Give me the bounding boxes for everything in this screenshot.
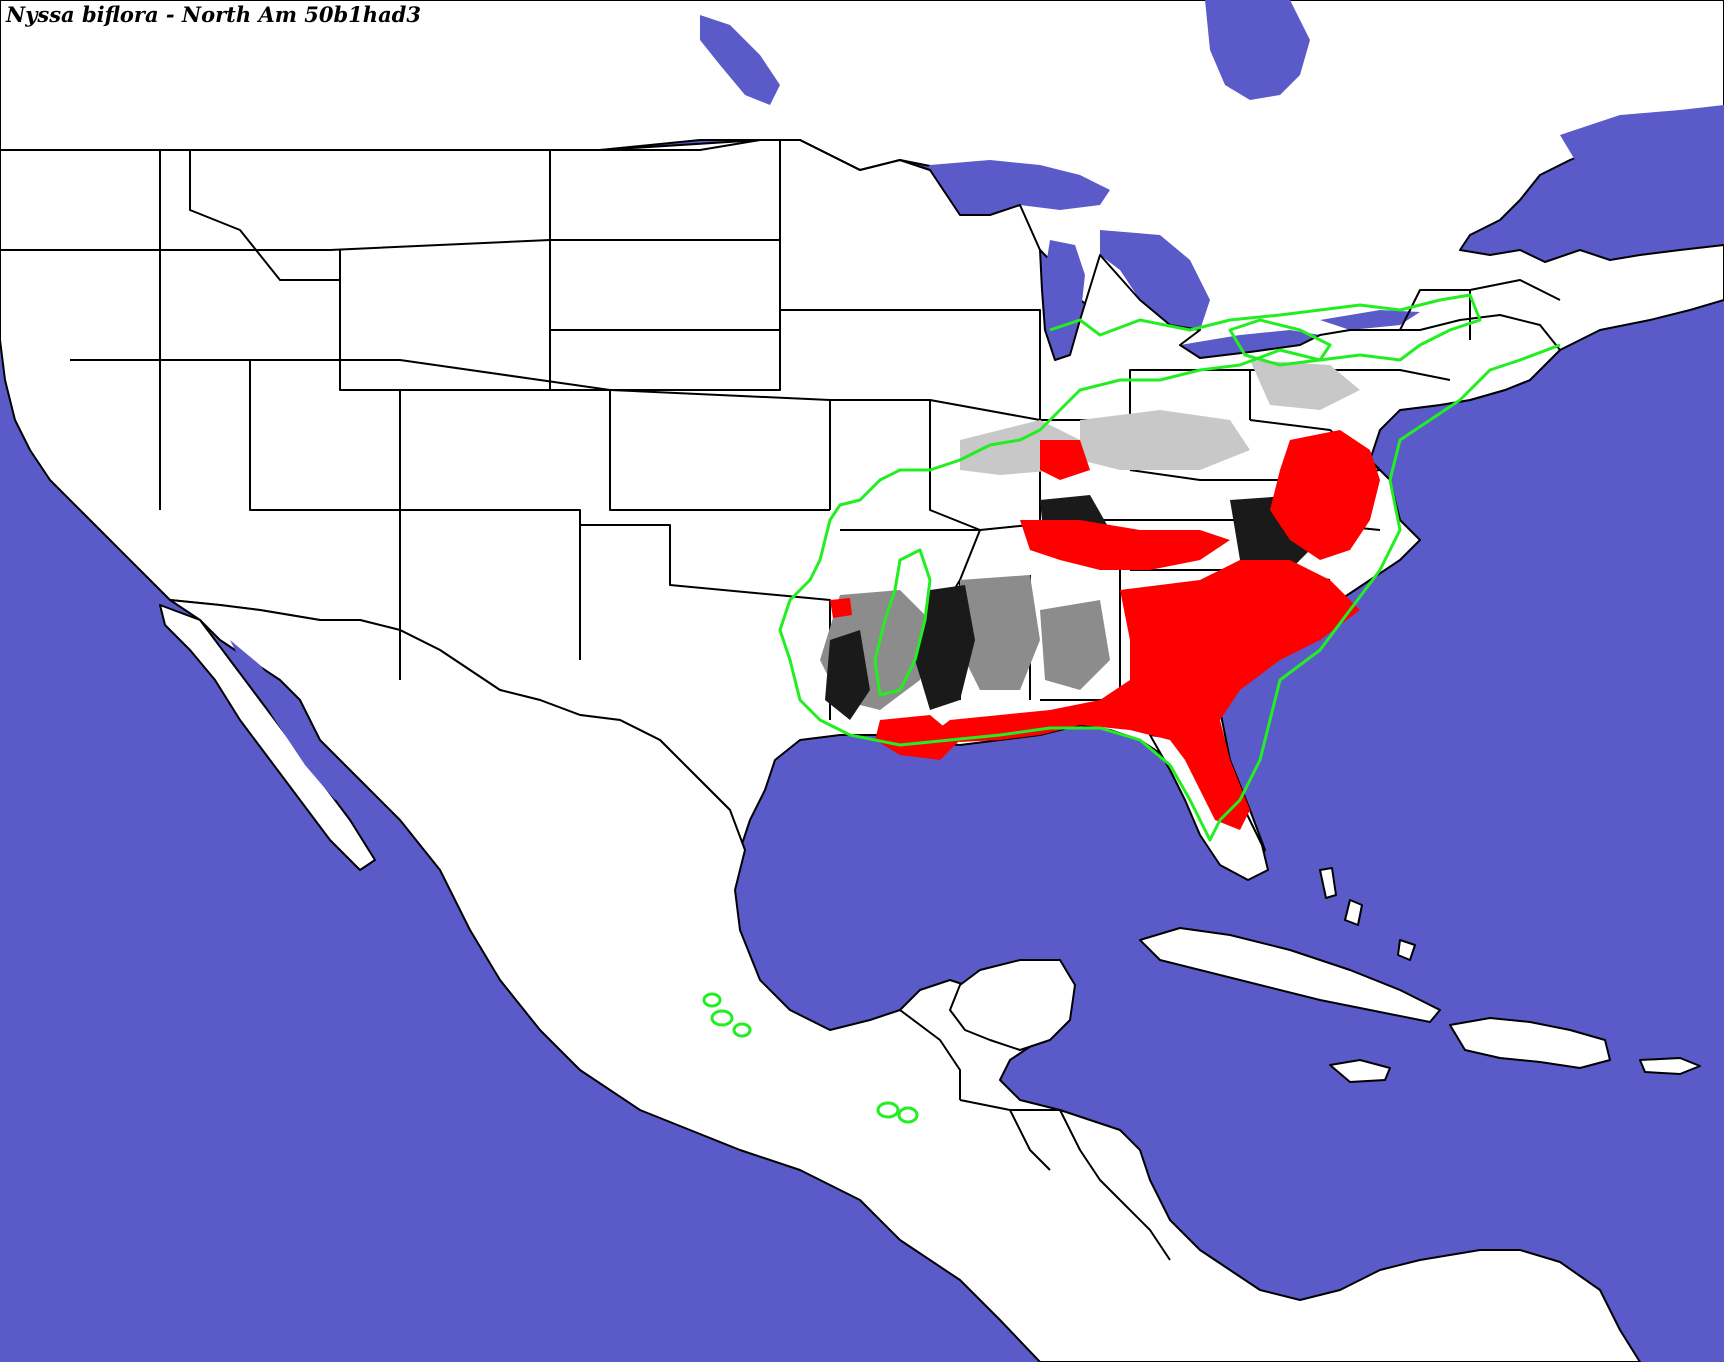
jamaica-island — [1329, 1059, 1391, 1083]
yucatan-peninsula — [949, 959, 1076, 1051]
lake-ontario — [1320, 310, 1420, 330]
map-title: Nyssa biflora - North Am 50b1had3 — [6, 2, 421, 27]
lake-erie — [1180, 330, 1320, 358]
baja-california — [159, 604, 376, 871]
lake-huron — [1100, 230, 1210, 330]
gulf-of-california — [230, 640, 345, 800]
hispaniola-island — [1449, 1017, 1611, 1069]
hudson-bay-inlet — [1205, 0, 1310, 100]
lake-winnipeg — [700, 15, 780, 105]
bahamas-islands — [1319, 867, 1416, 961]
mexico-landmass — [169, 599, 1641, 1362]
mexico-borders — [899, 1009, 1171, 1261]
gulf-st-lawrence — [1560, 105, 1724, 180]
puerto-rico-island — [1639, 1057, 1701, 1075]
canada-us-border — [0, 139, 931, 171]
cuba-island — [1139, 927, 1441, 1023]
habitat-high-suitability — [830, 430, 1380, 830]
lake-superior — [910, 160, 1110, 215]
range-outline — [702, 293, 1561, 1124]
